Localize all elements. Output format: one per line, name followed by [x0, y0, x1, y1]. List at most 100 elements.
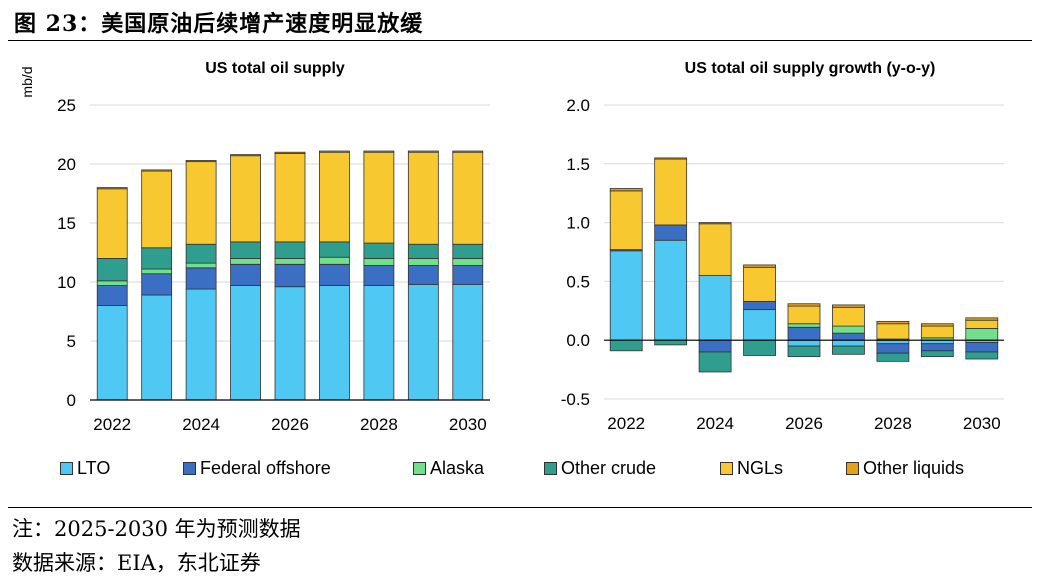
chart1-ytick-label: 25 [57, 96, 76, 115]
chart1-bar-ngls-2024 [185, 161, 217, 245]
chart1-bar-federal-offshore-2029 [407, 265, 439, 285]
chart1-bar-other-crude-2029 [407, 243, 439, 259]
chart1-ylabel: mb/d [19, 66, 35, 97]
chart1-bar-alaska-2026 [274, 257, 306, 265]
chart2-bar-federal-offshore-2030 [965, 342, 999, 353]
chart1-bar-lto-2022 [96, 305, 128, 401]
chart2-bar-other-crude-2027 [832, 345, 865, 355]
chart1-bar-ngls-2028 [363, 151, 395, 244]
chart1-bar-federal-offshore-2023 [141, 273, 173, 296]
chart1-bar-federal-offshore-2024 [185, 267, 217, 290]
legend-swatch-other-crude [544, 462, 557, 475]
chart1-bar-ngls-2022 [96, 188, 128, 259]
legend-label-lto: LTO [77, 458, 111, 478]
chart2-ytick-label: 1.0 [566, 214, 590, 233]
chart1-bar-lto-2023 [141, 294, 173, 401]
chart1-xtick-label: 2024 [182, 415, 220, 434]
chart2-bar-other-crude-2026 [787, 345, 821, 358]
chart1-bar-federal-offshore-2028 [363, 265, 395, 286]
chart1-bar-lto-2028 [363, 285, 395, 401]
charts-canvas: US total oil supply mb/d 0 5 10 15 20 25 2022 202… [19, 60, 1004, 434]
chart1-bar-federal-offshore-2026 [274, 263, 306, 288]
chart2-bar-other-crude-2029 [920, 350, 954, 358]
chart1-bar-federal-offshore-2022 [96, 285, 128, 307]
chart1-bar-alaska-2024 [185, 262, 217, 269]
legend-item-ngls: NGLs [720, 458, 783, 479]
chart2-bar-federal-offshore-2023 [654, 224, 688, 241]
chart2-title: US total oil supply growth (y-o-y) [685, 60, 936, 77]
bottom-rule [8, 507, 1032, 508]
chart2-xtick-label: 2030 [963, 414, 1001, 433]
chart1-bar-ngls-2026 [274, 152, 306, 243]
legend-item-alaska: Alaska [413, 458, 484, 479]
chart1-bar-federal-offshore-2030 [452, 265, 484, 285]
chart1-bar-other-crude-2024 [185, 243, 217, 264]
chart2-bar-ngls-2030 [965, 319, 999, 329]
chart2-bar-other-liquids-2028 [876, 320, 910, 325]
chart1-bar-ngls-2030 [452, 151, 484, 245]
legend-item-lto: LTO [60, 458, 110, 479]
footnote: 注：2025-2030 年为预测数据 [12, 517, 301, 541]
chart1-bar-ngls-2025 [230, 155, 261, 243]
chart1-ytick-label: 20 [57, 155, 76, 174]
chart2-bar-lto-2027 [832, 339, 865, 347]
chart2-xtick-label: 2022 [607, 414, 645, 433]
legend-label-other-liquids: Other liquids [863, 458, 965, 478]
chart1-xtick-label: 2026 [271, 415, 309, 434]
legend-label-federal-offshore: Federal offshore [200, 458, 331, 478]
chart1-bar-other-crude-2028 [363, 242, 395, 259]
chart1-bar-ngls-2029 [407, 151, 439, 245]
legend-swatch-alaska [413, 462, 426, 475]
legend-item-federal-offshore: Federal offshore [183, 458, 331, 479]
chart2-ytick-label: 2.0 [566, 96, 590, 115]
chart2-bar-ngls-2022 [609, 190, 643, 251]
chart1-ytick-label: 15 [57, 214, 76, 233]
chart1-bar-other-liquids-2026 [274, 151, 306, 154]
chart2-ytick-label: 0.0 [566, 331, 590, 350]
chart1-bar-alaska-2027 [319, 256, 350, 265]
chart1-bar-federal-offshore-2027 [319, 263, 350, 286]
chart1-bar-lto-2024 [185, 288, 217, 401]
chart2-bar-ngls-2029 [920, 325, 954, 339]
legend-label-alaska: Alaska [430, 458, 485, 478]
chart1-bar-lto-2025 [230, 285, 261, 401]
chart2-bar-other-crude-2030 [965, 351, 999, 360]
chart1-bar-other-liquids-2028 [363, 150, 395, 153]
chart2-bar-federal-offshore-2024 [698, 339, 732, 353]
chart2-bar-other-liquids-2027 [832, 304, 865, 308]
chart2-bar-ngls-2024 [698, 223, 732, 276]
chart1-bar-lto-2029 [407, 283, 439, 401]
chart1-bar-other-liquids-2030 [452, 150, 484, 153]
chart2-xtick-label: 2024 [696, 414, 734, 433]
chart1-bar-federal-offshore-2025 [230, 263, 261, 286]
chart2-ytick-label: -0.5 [561, 390, 590, 409]
chart1-bar-alaska-2025 [230, 257, 261, 265]
chart2-bar-other-crude-2023 [654, 339, 688, 346]
chart2-bar-other-liquids-2022 [609, 188, 643, 192]
chart2-bar-other-liquids-2025 [743, 264, 776, 268]
legend-item-other-crude: Other crude [544, 458, 656, 479]
chart1-bar-alaska-2022 [96, 280, 128, 286]
legend-label-ngls: NGLs [737, 458, 784, 478]
chart2-bar-ngls-2025 [743, 266, 776, 302]
chart2-bar-other-liquids-2029 [920, 323, 954, 327]
chart1-bar-other-liquids-2023 [141, 169, 173, 172]
chart2-ytick-label: 1.5 [566, 155, 590, 174]
chart2-bar-other-crude-2025 [743, 339, 776, 356]
chart1-bar-other-crude-2030 [452, 243, 484, 259]
chart1-bar-ngls-2027 [319, 151, 350, 243]
chart1-bar-other-liquids-2029 [407, 150, 439, 153]
chart1-bar-alaska-2030 [452, 257, 484, 266]
chart1-bar-other-crude-2026 [274, 241, 306, 259]
chart2-bar-federal-offshore-2029 [920, 343, 954, 352]
chart2-xtick-label: 2026 [785, 414, 823, 433]
chart1-bar-other-crude-2022 [96, 257, 128, 282]
legend-swatch-ngls [720, 462, 733, 475]
chart1-bar-other-crude-2027 [319, 241, 350, 258]
legend: LTO Federal offshore Alaska Other crude NGLs… [60, 458, 1020, 482]
chart2-bar-alaska-2026 [787, 323, 821, 328]
chart2-bar-lto-2026 [787, 339, 821, 347]
chart1-bar-lto-2030 [452, 283, 484, 401]
chart1-bar-other-liquids-2027 [319, 150, 350, 153]
chart1-bar-other-liquids-2025 [230, 154, 261, 157]
